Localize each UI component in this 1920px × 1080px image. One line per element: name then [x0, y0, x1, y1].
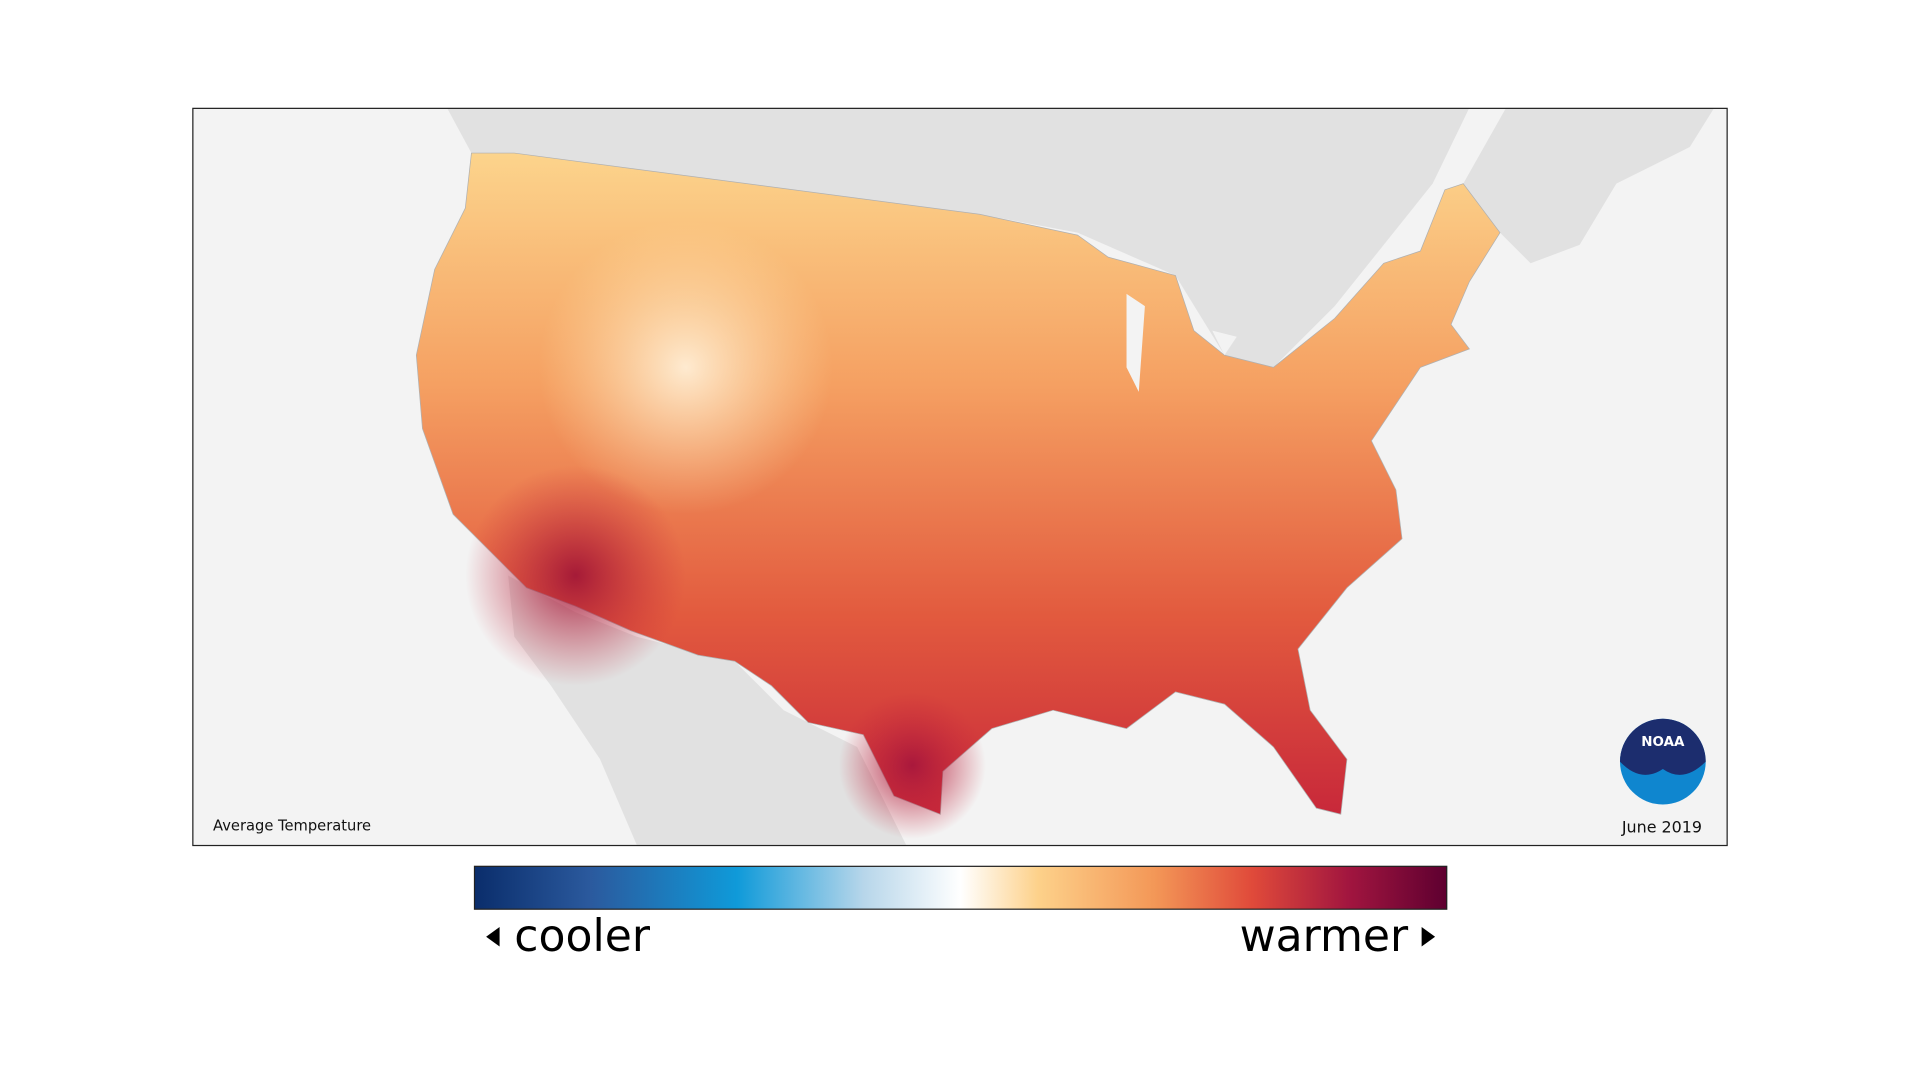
- legend-high-label: warmer: [1240, 911, 1409, 962]
- warmer-arrow: [1421, 926, 1436, 947]
- logo-text: NOAA: [1641, 735, 1685, 750]
- noaa-logo: NOAA: [1620, 718, 1706, 805]
- map-caption: Average Temperature: [213, 818, 371, 835]
- great-lakes: [1126, 293, 1237, 392]
- cooler-arrow: [486, 926, 500, 947]
- legend-low-label: cooler: [514, 911, 651, 962]
- hot-region: [838, 691, 986, 839]
- highland-overlay: [416, 153, 1500, 815]
- map-date: June 2019: [1621, 817, 1702, 836]
- map-frame: [192, 107, 1728, 847]
- color-scale: [473, 865, 1448, 910]
- hot-region: [465, 465, 686, 686]
